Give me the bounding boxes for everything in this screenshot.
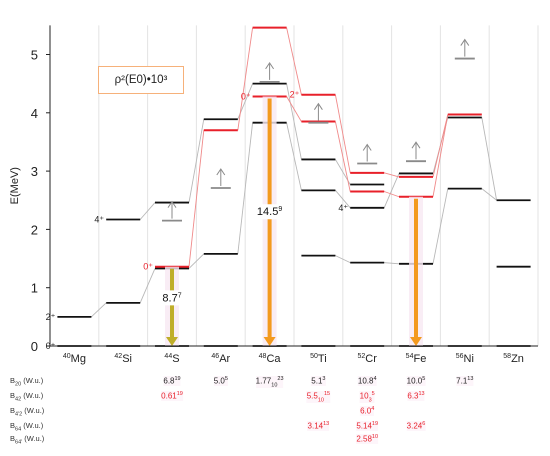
connector-line [334,121,351,192]
e0-transitions: 8.77 14.59 [152,96,423,346]
connector-line [286,96,302,122]
nucleus-label: 54Fe [406,353,427,365]
level-spin-label: 0⁺ [241,91,251,101]
level-spin-label: 2⁺ [290,90,300,100]
legend-box: ρ²(E0)•10³ [98,66,184,94]
table-row-label: B42 (W.u.) [10,391,44,403]
y-tick-label: 1 [31,281,38,296]
nucleus-label: 46Ar [211,353,230,365]
table-cell: 1035 [359,391,375,404]
y-tick-label: 2 [31,222,38,237]
connector-line [188,130,205,267]
connector-line [188,119,205,203]
nucleus-label: 52Cr [357,353,377,365]
table-cell: 6.313 [407,391,425,401]
table-cell: 5.1419 [356,421,379,431]
upper-limit-arrowhead [216,168,226,176]
e0-value-bg [249,204,290,220]
level-spin-label: 0⁺ [46,341,56,351]
connector-line [188,253,205,269]
level-labels: 0⁺ 2⁺ 40Mg 4⁺ 42Si 0⁺ 44S 46Ar 0⁺ 48Ca 2⁺ 50Ti 4⁺ 52C… [46,90,524,365]
connector-line [481,188,497,201]
e0-value-bg [152,290,192,306]
e0-value-label: 8.77 [162,292,181,304]
nucleus-label: 44S [164,353,179,365]
nucleus-label: 48Ca [259,353,282,365]
connector-line [237,27,254,131]
upper-limit-arrowhead [411,141,421,149]
upper-limit-arrowhead [167,200,177,208]
connector-line [432,114,449,197]
connector-line [286,83,302,160]
connector-line [481,117,498,201]
table-cell: 2.5810 [356,434,379,444]
connector-line [384,262,400,265]
nucleus-label: 50Ti [310,353,327,365]
table-cell: 6.819 [163,376,181,386]
level-spin-label: 0⁺ [143,262,153,272]
table-row-label: B4'2 (W.u.) [10,406,45,418]
connector-line [334,94,351,173]
axes: 0 1 2 3 4 5 E(MeV) [9,25,538,354]
nucleus-label: 40Mg [63,353,86,365]
level-spin-label: 2⁺ [46,312,56,322]
connector-line [139,268,156,304]
table-cell: 0.6119 [161,391,183,401]
connector-line [139,202,156,220]
table-cell: 5.51015 [306,391,331,404]
e0-arrowhead [263,337,276,346]
table-cell: 3.246 [406,421,426,431]
e0-arrowhead [410,337,422,346]
level-spin-label: 4⁺ [94,214,104,224]
connector-line [335,255,351,264]
table-row-label: B64' (W.u.) [10,434,45,446]
table-cell: 10.84 [357,376,377,386]
table-cell: 6.04 [360,406,375,416]
nucleus-label: 58Zn [503,353,524,365]
connector-line [286,27,302,95]
table-cell: 5.05 [213,376,228,386]
y-axis-title: E(MeV) [9,167,21,204]
connector-line [384,191,400,198]
level-connectors [91,27,498,318]
connector-line [335,190,351,209]
connector-line [237,122,254,254]
y-tick-label: 4 [31,106,38,121]
legend-text: ρ²(E0)•10³ [114,74,168,86]
table-row-label: B64 (W.u.) [10,421,44,433]
e0-value-label: 14.59 [257,206,282,218]
table-cell: 3.1413 [307,421,330,431]
e0-arrowhead [166,337,178,346]
table-cell: 5.13 [311,376,326,386]
upper-limit-arrowhead [265,61,275,70]
connector-line [384,172,400,178]
table-cell: 10.05 [406,376,426,386]
y-tick-label: 3 [31,164,38,179]
nucleus-label: 42Si [114,353,132,365]
connector-line [91,302,107,318]
level-spin-label: 4⁺ [338,203,348,213]
connector-line [432,114,449,178]
nucleus-label: 56Ni [456,353,474,365]
connector-line [286,122,302,191]
upper-limit-arrowhead [362,143,372,151]
table-cell: 7.113 [456,376,474,386]
connector-line [432,188,449,264]
y-tick-label: 0 [31,339,38,354]
y-tick-label: 5 [31,48,38,63]
table-cell: 1.771023 [255,376,284,389]
upper-limit-arrowhead [313,102,323,110]
upper-limit-arrowhead [460,38,470,46]
connector-line [383,173,400,209]
table-row-label: B20 (W.u.) [10,376,44,388]
